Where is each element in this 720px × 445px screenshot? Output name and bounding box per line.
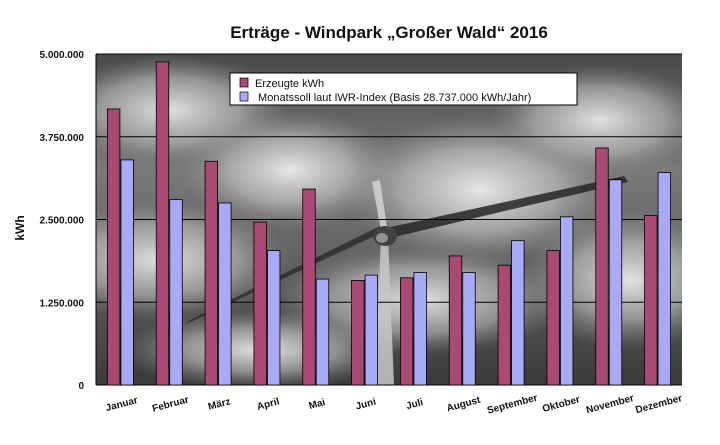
bar-erzeugte — [400, 277, 414, 386]
x-tick-label: Mai — [308, 397, 327, 412]
y-tick-label: 1.250.000 — [40, 298, 85, 309]
y-tick-label: 5.000.000 — [40, 50, 85, 61]
bars — [107, 61, 671, 386]
gridlines — [95, 53, 682, 386]
x-tick-label: Januar — [105, 395, 140, 414]
bar-monatssoll — [560, 216, 574, 386]
y-tick-label: 3.750.000 — [40, 133, 85, 144]
bar-monatssoll — [413, 272, 427, 386]
bar-erzeugte — [497, 264, 511, 386]
x-axis-ticks: Januar Februar März April Mai Juni Juli August S… — [105, 393, 684, 417]
x-tick-label: März — [207, 396, 232, 413]
bar-erzeugte — [351, 280, 365, 386]
y-tick-label: 0 — [78, 381, 84, 392]
bar-erzeugte — [253, 221, 267, 386]
x-tick-label: Juli — [405, 397, 425, 412]
x-tick-label: Oktober — [541, 394, 581, 415]
x-tick-label: November — [585, 393, 635, 416]
x-tick-label: August — [446, 395, 483, 415]
bar-erzeugte — [595, 147, 609, 386]
bar-erzeugte — [204, 160, 218, 386]
bar-monatssoll — [267, 250, 281, 386]
legend-label-monatssoll: Monatssoll laut IWR-Index (Basis 28.737.… — [255, 92, 531, 104]
chart-title: Erträge - Windpark „Großer Wald“ 2016 — [230, 23, 548, 42]
bar-monatssoll — [462, 272, 476, 386]
wind-turbine-image — [186, 176, 628, 385]
x-tick-label: April — [256, 396, 281, 413]
bar-erzeugte — [546, 250, 560, 386]
y-tick-label: 2.500.000 — [40, 216, 85, 227]
legend-label-erzeugte: Erzeugte kWh — [255, 78, 324, 90]
bar-erzeugte — [107, 108, 121, 386]
legend-swatch-monatssoll — [239, 91, 249, 102]
bar-monatssoll — [511, 240, 525, 386]
bar-monatssoll — [169, 199, 183, 386]
bar-erzeugte — [155, 61, 170, 386]
y-axis-ticks: 0 1.250.000 2.500.000 3.750.000 5.000.000 — [40, 50, 85, 392]
bar-erzeugte — [644, 215, 658, 386]
x-tick-label: Dezember — [634, 393, 683, 416]
bar-monatssoll — [657, 172, 671, 386]
y-axis-label: kWh — [13, 215, 27, 240]
x-tick-label: September — [486, 393, 539, 417]
bar-monatssoll — [120, 159, 134, 386]
x-tick-label: Juni — [355, 397, 378, 413]
bar-erzeugte — [448, 255, 463, 386]
legend-swatch-erzeugte — [239, 77, 249, 88]
legend: Erzeugte kWh Monatssoll laut IWR-Index (… — [229, 72, 578, 106]
bar-monatssoll — [315, 278, 330, 386]
bar-monatssoll — [364, 274, 378, 386]
bar-monatssoll — [218, 202, 232, 386]
x-tick-label: Februar — [151, 394, 190, 414]
bar-erzeugte — [302, 188, 316, 386]
bar-monatssoll — [608, 179, 623, 386]
